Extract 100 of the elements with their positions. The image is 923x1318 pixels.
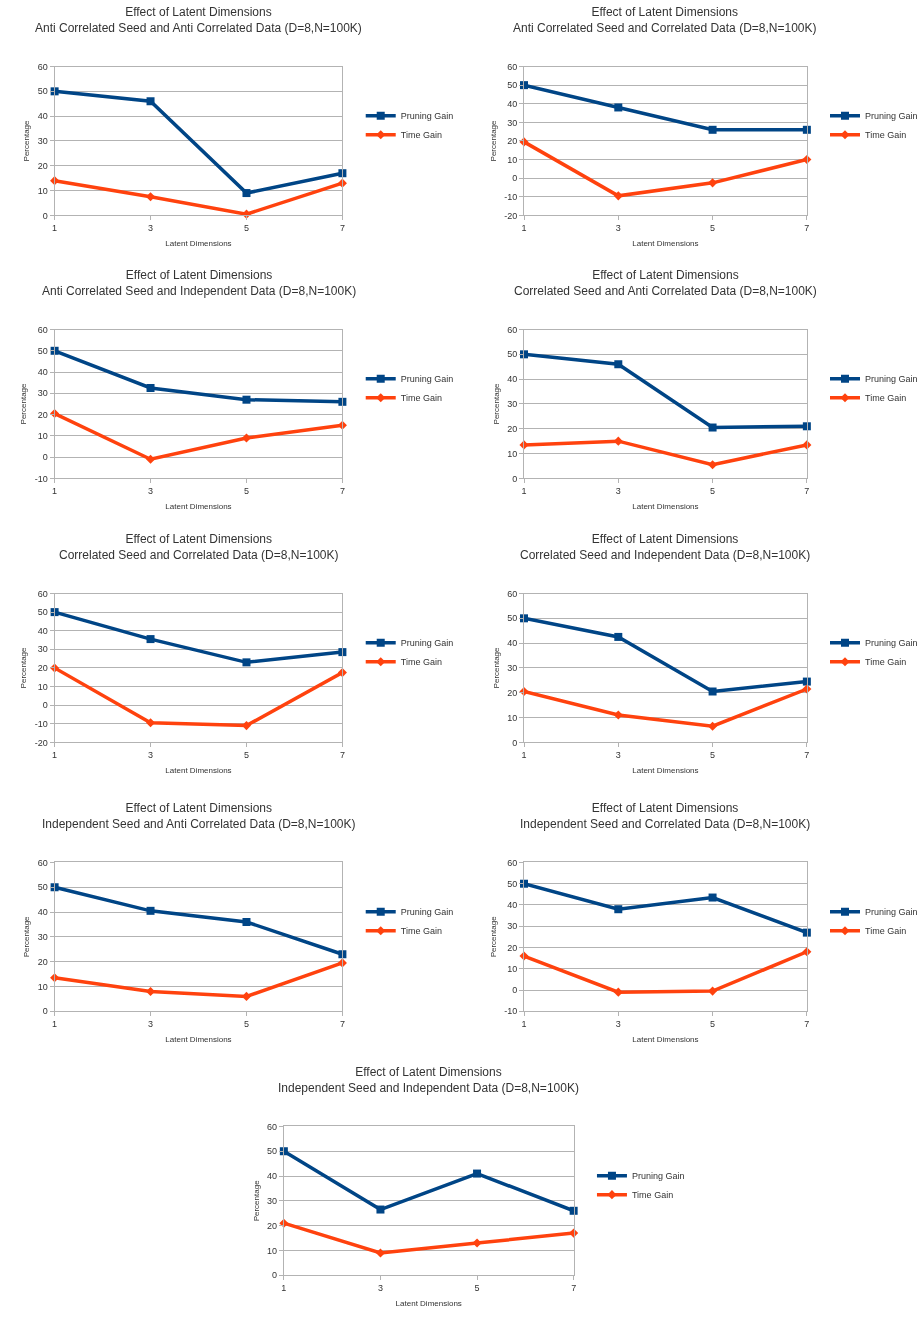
chart-title: Effect of Latent Dimensions	[125, 5, 272, 19]
y-tick-label: 50	[507, 613, 518, 624]
legend-label: Time Gain	[400, 130, 442, 141]
x-tick-label: 1	[281, 1283, 287, 1294]
y-tick-label: 50	[37, 882, 48, 893]
y-tick-label: 0	[42, 1006, 48, 1017]
point	[708, 986, 718, 996]
y-tick-label: 0	[512, 173, 518, 184]
y-tick-label: 30	[37, 644, 48, 655]
y-tick-label: 20	[507, 423, 518, 434]
y-tick-label: 60	[507, 588, 518, 599]
x-tick-label: 5	[710, 750, 716, 761]
x-tick-label: 7	[804, 750, 810, 761]
y-tick-label: 30	[507, 663, 518, 674]
chart-subtitle: Independent Seed and Independent Data (D=8,N=100K)	[278, 1080, 579, 1095]
point	[145, 192, 156, 202]
x-tick-label: 7	[339, 750, 345, 761]
point	[614, 103, 623, 112]
y-tick-label: 0	[512, 737, 518, 748]
point	[146, 384, 155, 392]
y-axis-title: Percentage	[22, 915, 32, 958]
x-tick-label: 5	[243, 750, 249, 761]
y-tick-label: 10	[507, 448, 518, 459]
y-tick-label: 10	[507, 712, 518, 723]
x-tick-label: 1	[52, 750, 58, 761]
point	[708, 178, 718, 188]
point	[146, 906, 155, 915]
legend-label: Time Gain	[865, 926, 907, 937]
chart-title: Effect of Latent Dimensions	[355, 1065, 502, 1079]
legend-label: Pruning Gain	[400, 638, 454, 649]
x-tick-label: 7	[571, 1283, 577, 1294]
y-tick-label: 40	[507, 638, 518, 649]
y-tick-label: 20	[507, 942, 518, 953]
x-tick-label: 7	[804, 486, 810, 497]
y-tick-label: 30	[507, 921, 518, 932]
legend-label: Pruning Gain	[865, 111, 918, 122]
y-axis-title: Percentage	[251, 1179, 261, 1222]
y-tick-label: -20	[34, 737, 48, 748]
legend-label: Pruning Gain	[400, 111, 454, 122]
y-tick-label: 10	[37, 431, 48, 441]
legend-label: Time Gain	[865, 657, 907, 668]
y-tick-label: 50	[267, 1146, 278, 1157]
y-axis-title: Percentage	[19, 646, 29, 689]
point	[242, 395, 251, 404]
chart-subtitle: Correlated Seed and Anti Correlated Data (D=8,N=100K)	[514, 283, 817, 298]
x-tick-label: 3	[148, 223, 154, 234]
y-tick-label: 20	[37, 663, 48, 674]
y-tick-label: 60	[267, 1121, 278, 1132]
x-tick-label: 3	[148, 1019, 154, 1030]
legend-label: Time Gain	[865, 130, 907, 141]
x-tick-label: 1	[52, 223, 58, 234]
y-tick-label: 60	[37, 61, 48, 72]
y-tick-label: 50	[37, 345, 48, 356]
point	[146, 635, 155, 644]
y-tick-label: 0	[512, 985, 518, 996]
chart-subtitle: Anti Correlated Seed and Correlated Data (D=8,N=100K)	[513, 20, 817, 35]
point	[614, 360, 623, 369]
y-tick-label: 40	[507, 374, 518, 385]
point	[613, 987, 623, 997]
y-tick-label: 20	[37, 956, 48, 967]
y-tick-label: -10	[34, 473, 48, 484]
x-tick-label: 1	[521, 750, 527, 761]
y-tick-label: 30	[37, 932, 48, 943]
legend-label: Pruning Gain	[865, 638, 918, 649]
legend-label: Time Gain	[400, 657, 442, 668]
y-tick-label: 0	[42, 210, 48, 221]
y-axis-title: Percentage	[488, 119, 498, 162]
point	[242, 189, 251, 198]
y-tick-label: 50	[507, 349, 518, 360]
legend-label: Time Gain	[400, 393, 442, 404]
y-tick-label: 0	[272, 1270, 278, 1281]
point	[708, 893, 717, 902]
chart-title: Effect of Latent Dimensions	[591, 801, 739, 815]
point	[242, 917, 251, 926]
y-tick-label: 30	[37, 136, 48, 147]
point	[708, 423, 717, 432]
y-tick-label: 50	[507, 878, 518, 889]
point	[376, 1205, 385, 1214]
y-tick-label: 0	[42, 452, 48, 463]
x-tick-label: 7	[339, 1019, 345, 1030]
point	[473, 1169, 482, 1178]
x-tick-label: 5	[243, 486, 249, 497]
y-tick-label: 40	[37, 907, 48, 918]
y-tick-label: -20	[504, 210, 518, 221]
x-tick-label: 5	[710, 1019, 716, 1030]
point	[614, 905, 623, 914]
point	[519, 686, 529, 697]
y-tick-label: 10	[267, 1245, 278, 1256]
chart-subtitle: Anti Correlated Seed and Independent Data (D=8,N=100K)	[42, 283, 357, 298]
x-tick-label: 5	[710, 223, 716, 234]
y-axis-title: Percentage	[491, 646, 501, 689]
y-tick-label: 40	[267, 1171, 278, 1182]
point	[375, 1248, 385, 1258]
x-tick-label: 3	[615, 486, 621, 497]
chart-title: Effect of Latent Dimensions	[591, 532, 739, 546]
x-tick-label: 1	[521, 486, 527, 497]
chart-title: Effect of Latent Dimensions	[125, 268, 273, 282]
x-axis-title: Latent Dimensions	[632, 502, 699, 512]
x-tick-label: 7	[804, 223, 810, 234]
y-tick-label: 30	[267, 1196, 278, 1207]
